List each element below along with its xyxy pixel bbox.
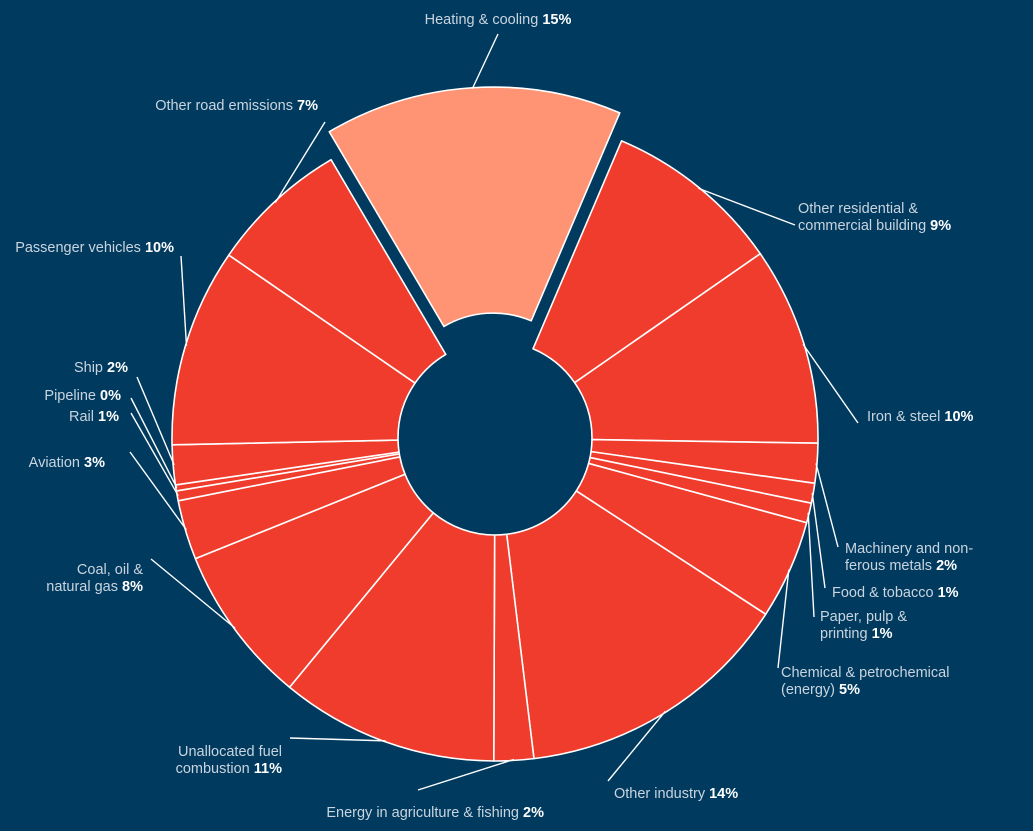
- slice-label-text: Coal, oil &: [77, 562, 143, 578]
- slice-label-text: Iron & steel 10%: [867, 409, 974, 425]
- slice-label-text: natural gas 8%: [46, 579, 143, 595]
- slice-label: Rail 1%: [69, 409, 119, 425]
- leader-line: [777, 569, 790, 669]
- slice-label-text: Paper, pulp &: [820, 609, 907, 625]
- leader-line: [130, 412, 179, 497]
- slice-coal-oil-natural-gas: [194, 473, 435, 689]
- slice-percent: 10%: [145, 240, 174, 256]
- slice-label-text: Other road emissions 7%: [155, 98, 318, 114]
- leader-line: [802, 343, 859, 424]
- slice-label: Energy in agriculture & fishing 2%: [326, 805, 544, 821]
- slice-percent: 5%: [839, 682, 860, 698]
- leader-line: [607, 710, 666, 782]
- leader-line: [129, 451, 187, 531]
- slice-label: Paper, pulp & printing 1%: [820, 609, 907, 642]
- slice-heating-cooling: [328, 86, 621, 328]
- slice-label-text: Other residential &: [798, 201, 918, 217]
- slice-label-text: commercial building 9%: [798, 218, 951, 234]
- slice-percent: 2%: [936, 558, 957, 574]
- leader-line: [471, 33, 499, 90]
- leader-line: [815, 463, 839, 548]
- slice-percent: 1%: [938, 585, 959, 601]
- slice-label-text: Unallocated fuel: [178, 744, 282, 760]
- leader-line: [180, 255, 188, 346]
- slice-label: Chemical & petrochemical (energy) 5%: [781, 665, 949, 698]
- slice-percent: 2%: [523, 805, 544, 821]
- slice-label: Heating & cooling 15%: [425, 12, 572, 28]
- slice-label: Aviation 3%: [29, 455, 105, 471]
- slice-percent: 8%: [122, 579, 143, 595]
- slice-percent: 1%: [98, 409, 119, 425]
- slice-percent: 0%: [100, 388, 121, 404]
- leader-line: [150, 558, 236, 629]
- slice-other-road-emissions: [228, 158, 447, 384]
- slice-label-text: Ship 2%: [74, 360, 128, 376]
- slice-label-text: Passenger vehicles 10%: [15, 240, 174, 256]
- slice-percent: 1%: [872, 626, 893, 642]
- slice-label-text: Pipeline 0%: [44, 388, 121, 404]
- slice-percent: 15%: [542, 12, 571, 28]
- leader-line: [289, 737, 386, 742]
- slice-label-text: Heating & cooling 15%: [425, 12, 572, 28]
- slice-label-text: Machinery and non-: [845, 541, 973, 557]
- slice-label: Iron & steel 10%: [867, 409, 974, 425]
- slice-label: Pipeline 0%: [44, 388, 121, 404]
- leader-line: [136, 376, 175, 466]
- slice-label-text: Chemical & petrochemical: [781, 665, 949, 681]
- slice-label-text: Food & tobacco 1%: [832, 585, 959, 601]
- slice-label-text: Other industry 14%: [614, 786, 738, 802]
- slice-label: Food & tobacco 1%: [832, 585, 959, 601]
- slice-label-text: ferous metals 2%: [845, 558, 957, 574]
- slice-iron-steel: [573, 252, 819, 445]
- leader-line: [417, 758, 515, 791]
- slice-percent: 11%: [254, 761, 282, 777]
- slice-percent: 10%: [944, 409, 973, 425]
- slice-label: Other road emissions 7%: [155, 98, 318, 114]
- slice-label: Unallocated fuel combustion 11%: [176, 744, 283, 777]
- leader-line: [130, 397, 178, 489]
- slice-percent: 2%: [107, 360, 128, 376]
- slice-label: Ship 2%: [74, 360, 128, 376]
- slice-percent: 7%: [297, 98, 318, 114]
- slice-label-text: printing 1%: [820, 626, 893, 642]
- slice-label: Passenger vehicles 10%: [15, 240, 174, 256]
- slices-group: [171, 86, 819, 762]
- slice-percent: 3%: [84, 455, 105, 471]
- slice-unallocated-fuel-combustion: [288, 512, 496, 762]
- leader-lines-group: [129, 33, 859, 791]
- slice-label-text: Rail 1%: [69, 409, 119, 425]
- slice-label: Machinery and non-ferous metals 2%: [845, 541, 973, 574]
- leader-line: [274, 121, 326, 203]
- slice-label: Other residential & commercial building 9…: [798, 201, 951, 234]
- slice-percent: 14%: [709, 786, 738, 802]
- slice-label-text: Energy in agriculture & fishing 2%: [326, 805, 544, 821]
- slice-label-text: combustion 11%: [176, 761, 283, 777]
- slice-passenger-vehicles: [171, 254, 416, 446]
- leader-line: [698, 187, 796, 226]
- slice-label: Other industry 14%: [614, 786, 738, 802]
- slice-other-residential-commercial-building: [532, 140, 762, 384]
- leader-line: [811, 493, 826, 589]
- slice-label: Coal, oil & natural gas 8%: [46, 562, 143, 595]
- labels-group: Heating & cooling 15% Other residential &…: [15, 12, 973, 821]
- slice-label-text: (energy) 5%: [781, 682, 860, 698]
- slice-label-text: Aviation 3%: [29, 455, 105, 471]
- slice-percent: 9%: [930, 218, 951, 234]
- slice-other-industry: [505, 490, 767, 760]
- leader-line: [807, 512, 815, 618]
